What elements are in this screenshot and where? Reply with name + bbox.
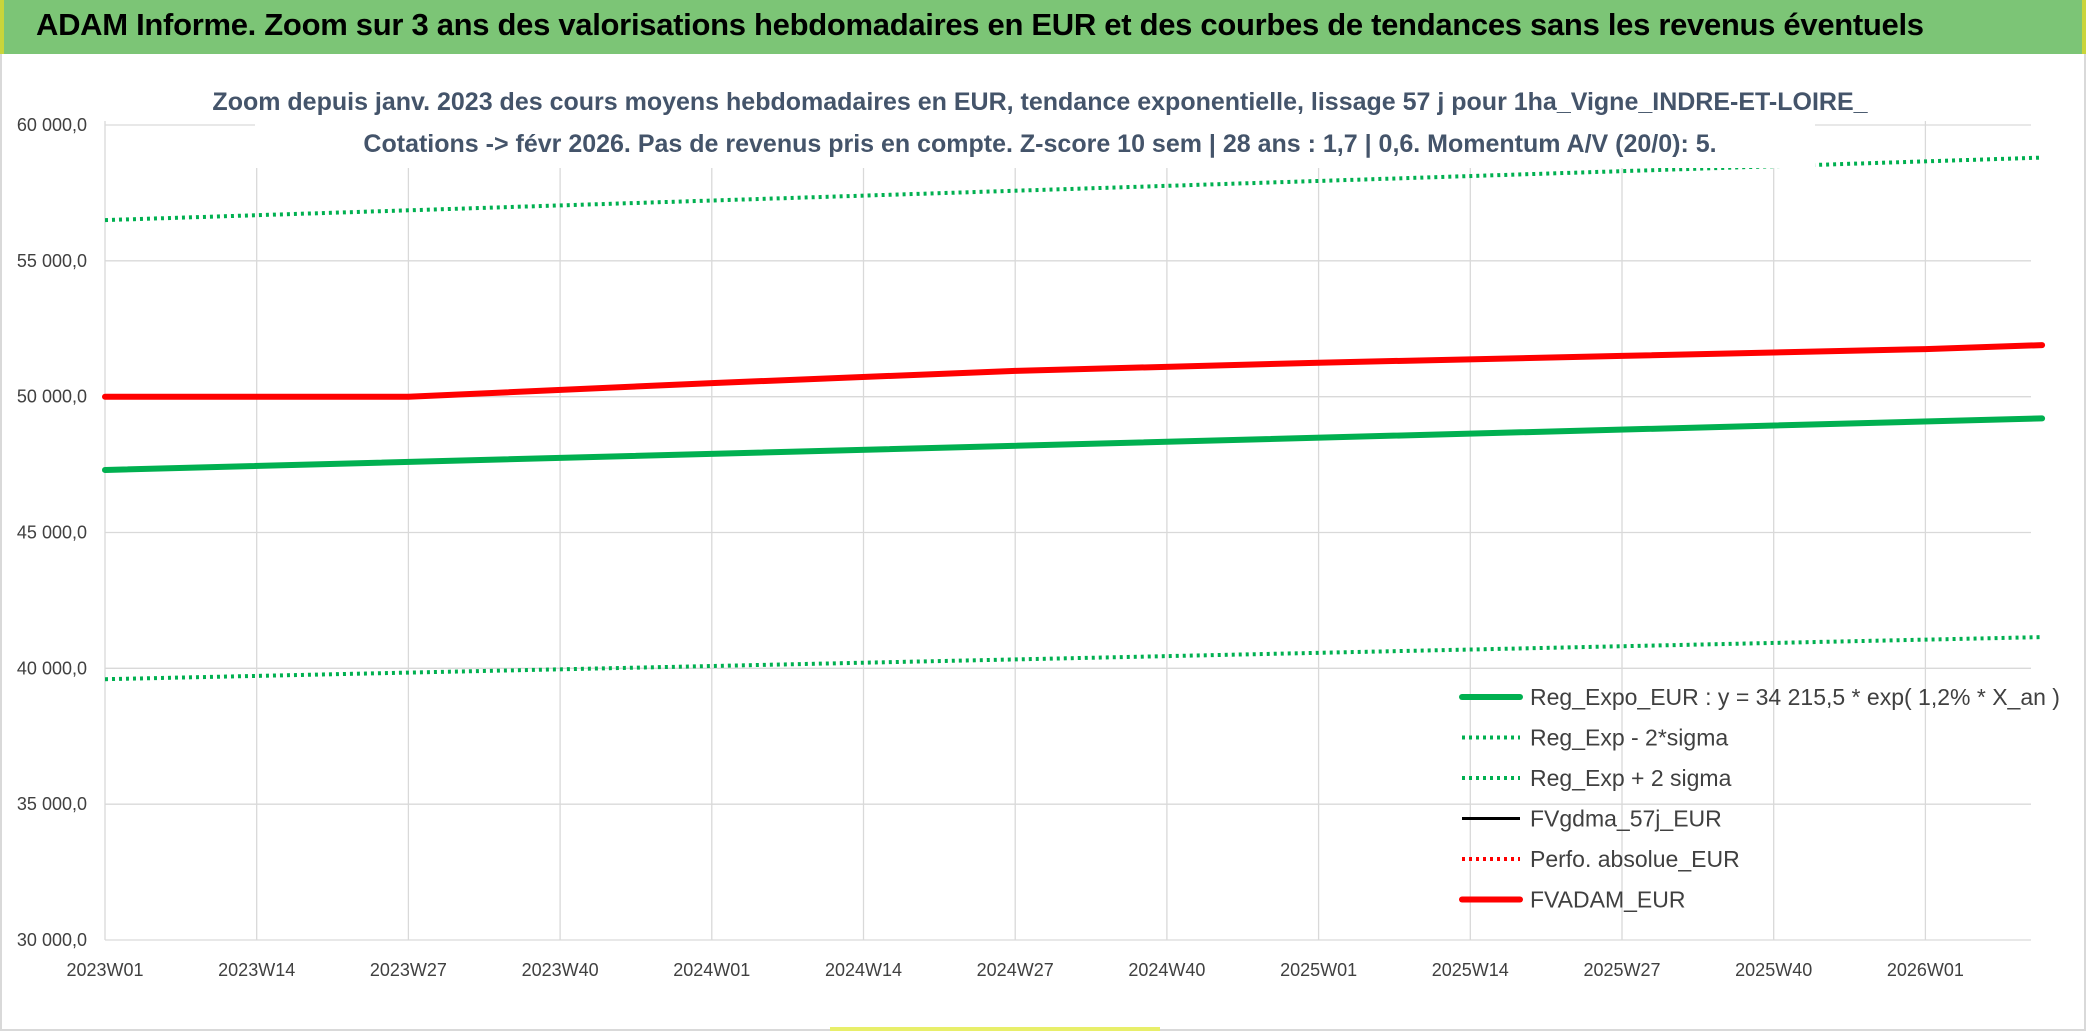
x-tick-label: 2025W40 <box>1735 960 1812 980</box>
legend-entry: FVgdma_57j_EUR <box>1530 806 1722 832</box>
y-axis-ticks: 30 000,0 35 000,0 40 000,0 45 000,0 50 000,0… <box>17 115 87 950</box>
legend-entry: Perfo. absolue_EUR <box>1530 846 1740 872</box>
legend-entry: FVADAM_EUR <box>1530 887 1686 913</box>
series-line-5 <box>102 342 2046 400</box>
y-tick-label: 50 000,0 <box>17 387 87 407</box>
y-tick-label: 40 000,0 <box>17 658 87 678</box>
series-lines <box>102 155 2046 682</box>
y-tick-label: 45 000,0 <box>17 523 87 543</box>
series-line-0 <box>102 415 2046 473</box>
x-tick-label: 2025W27 <box>1583 960 1660 980</box>
y-tick-label: 35 000,0 <box>17 794 87 814</box>
legend-entry: Reg_Expo_EUR : y = 34 215,5 * exp( 1,2% … <box>1530 684 2060 710</box>
x-tick-label: 2024W27 <box>977 960 1054 980</box>
x-tick-label: 2026W01 <box>1887 960 1964 980</box>
series-line-2 <box>104 155 2043 223</box>
legend-entry: Reg_Exp - 2*sigma <box>1530 725 1728 751</box>
y-tick-label: 60 000,0 <box>17 115 87 135</box>
x-tick-label: 2025W14 <box>1432 960 1509 980</box>
chart-subtitle-line-1: Zoom depuis janv. 2023 des cours moyens … <box>212 88 1868 116</box>
x-tick-label: 2023W14 <box>218 960 295 980</box>
x-axis-ticks: 2023W01 2023W14 2023W27 2023W40 2024W01 2024W… <box>66 960 1963 980</box>
banner-title: ADAM Informe. Zoom sur 3 ans des valoris… <box>36 7 1924 42</box>
series-line-1 <box>104 635 2043 682</box>
banner: ADAM Informe. Zoom sur 3 ans des valoris… <box>0 0 2086 54</box>
legend-entry: Reg_Exp + 2 sigma <box>1530 765 1732 791</box>
x-tick-label: 2024W01 <box>673 960 750 980</box>
y-tick-label: 30 000,0 <box>17 930 87 950</box>
x-tick-label: 2023W27 <box>370 960 447 980</box>
chart-subtitle-line-2: Cotations -> févr 2026. Pas de revenus p… <box>363 130 1716 158</box>
x-tick-label: 2024W14 <box>825 960 902 980</box>
legend: Reg_Expo_EUR : y = 34 215,5 * exp( 1,2% … <box>1459 684 2060 913</box>
bottom-accent <box>830 1027 1160 1031</box>
x-tick-label: 2023W01 <box>66 960 143 980</box>
gridlines <box>104 121 2031 941</box>
x-tick-label: 2024W40 <box>1128 960 1205 980</box>
x-tick-label: 2023W40 <box>522 960 599 980</box>
x-tick-label: 2025W01 <box>1280 960 1357 980</box>
subtitle-background <box>255 78 1815 168</box>
y-tick-label: 55 000,0 <box>17 251 87 271</box>
